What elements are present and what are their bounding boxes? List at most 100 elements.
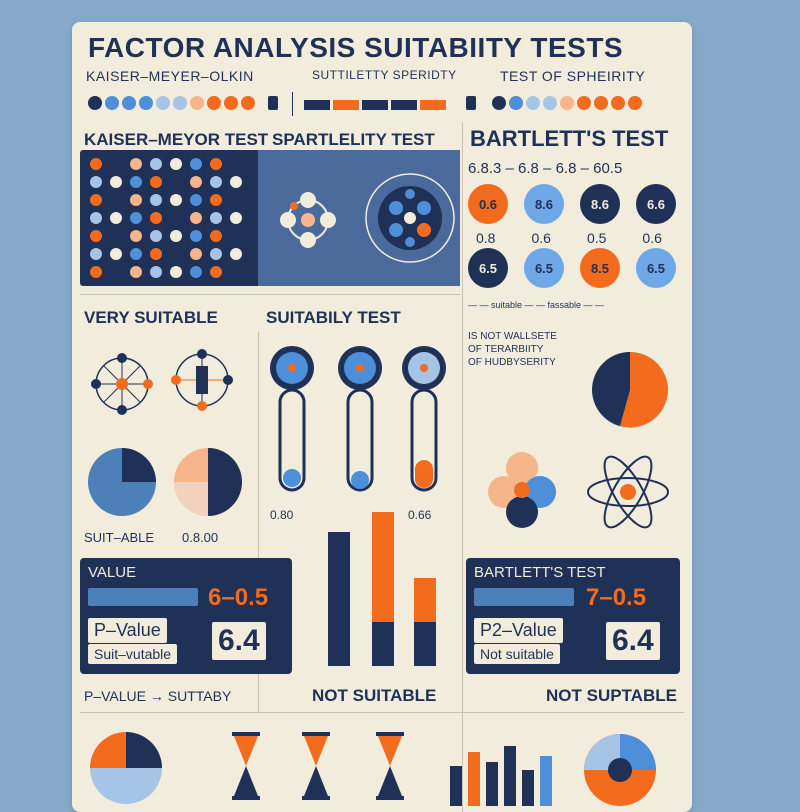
matrix-dot [110,248,122,260]
bartlett-value: 6.5 [636,248,676,288]
pvalue-label: BARTLETT'S TEST [474,564,606,581]
matrix-dot [170,176,182,188]
note-line: OF TERARBIITY [468,344,544,355]
network-icon [91,353,153,415]
matrix-dot [190,212,202,224]
pie-chart [174,448,242,516]
matrix-dot [90,230,102,242]
pie-chart [90,732,162,804]
matrix-dot [230,194,242,206]
flask-icon [268,96,278,110]
matrix-dot [150,266,162,278]
matrix-dot [190,176,202,188]
suitable-number: 0.8.00 [182,530,219,545]
bartlett-label: 0.8 [476,230,496,246]
matrix-dot [230,158,242,170]
bar-navy [372,622,394,666]
matrix-dot [90,248,102,260]
gauge-icon [402,346,446,492]
hourglass-icon [302,732,330,800]
pvalue-bar [88,588,198,606]
matrix-dot [110,176,122,188]
footer-middle: NOT SUITABLE [312,686,437,705]
matrix-dot [110,194,122,206]
suitability-test-header: SUITABILY TEST [266,308,401,327]
correlation-matrix-chart [90,150,460,286]
pvalue-status: Not suitable [474,644,560,664]
atom-icon [365,173,455,263]
matrix-dot [170,158,182,170]
infographic-poster: FACTOR ANALYSIS SUITABIITY TESTS KAISER–… [72,22,692,812]
bartlett-value: 8.6 [524,184,564,224]
matrix-dot [150,212,162,224]
bar-orange [414,578,436,622]
footer-left: P–VALUE → SUTTABY [84,688,232,704]
bartlett-notes: IS NOT WALLSETE OF TERARBIITY OF HUDBYSE… [468,330,578,369]
matrix-dot [230,212,242,224]
matrix-dot [130,158,142,170]
matrix-dot [190,266,202,278]
matrix-dot [90,266,102,278]
pie-chart [592,352,668,428]
very-suitable-header: VERY SUITABLE [84,308,218,327]
matrix-dot [210,212,222,224]
pvalue-label: VALUE [88,564,137,581]
bartlett-value: 6.5 [524,248,564,288]
matrix-dot [150,176,162,188]
sparlett-header: SPARTLELITY TEST [272,130,435,149]
bartlett-label: 0.6 [642,230,662,246]
matrix-dot [210,176,222,188]
atom-icon [587,455,669,529]
kmo-matrix-panel [80,150,460,286]
gauge-icon [270,346,314,492]
matrix-dot [190,158,202,170]
bar-legend-middle [304,100,446,110]
page-title: FACTOR ANALYSIS SUITABIITY TESTS [88,32,624,63]
matrix-dot [170,230,182,242]
matrix-dot [190,248,202,260]
matrix-dot [210,230,222,242]
footer-right: NOT SUPTABLE [546,686,677,705]
matrix-dot [170,248,182,260]
matrix-dot [90,212,102,224]
matrix-dot [110,266,122,278]
bartlett-value: 6.6 [636,184,676,224]
bartlett-header: BARTLETT'S TEST [470,126,669,151]
pie-chart [88,448,156,516]
hourglass-icon [232,732,260,800]
matrix-dot [150,194,162,206]
pvalue-name: P2–Value [474,618,563,643]
matrix-dot [90,176,102,188]
suitable-label: SUIT–ABLE [84,530,155,545]
matrix-dot [170,266,182,278]
subtitle-kmo: KAISER–MEYER–OLKIN [86,68,254,84]
bar-navy [328,532,350,666]
bartlett-label: 0.5 [586,230,607,246]
pvalue-name: P–Value [88,618,167,643]
matrix-dot [210,158,222,170]
hourglass-icon [376,732,404,800]
bartlett-row-1: 0.6 8.6 8.6 6.6 [468,184,676,224]
bartlett-range: 6.8.3 – 6.8 – 6.8 – 60.5 [468,160,623,177]
kmo-header: KAISER–MEYOR TEST [84,130,269,149]
matrix-dot [130,230,142,242]
matrix-dot [150,158,162,170]
matrix-dot [90,194,102,206]
cluster-graphic [488,452,669,529]
pvalue-big-number: 6.4 [606,622,660,660]
pie-pair-chart [88,448,242,516]
matrix-dot [230,266,242,278]
pvalue-status: Suit–vutable [88,644,178,664]
bar-orange [372,512,394,622]
matrix-dot [230,176,242,188]
pie-chart [584,734,656,806]
molecule-icon [280,192,336,248]
pvalue-panel-right: BARTLETT'S TEST 7–0.5 P2–Value Not suita… [466,558,680,674]
network-icon [171,349,233,411]
matrix-dot [150,248,162,260]
pvalue-big-number: 6.4 [212,622,266,660]
subtitle-test: TEST OF SPHEIRITY [500,68,646,84]
matrix-dot [130,194,142,206]
note-line: IS NOT WALLSETE [468,331,557,342]
matrix-dot [110,230,122,242]
